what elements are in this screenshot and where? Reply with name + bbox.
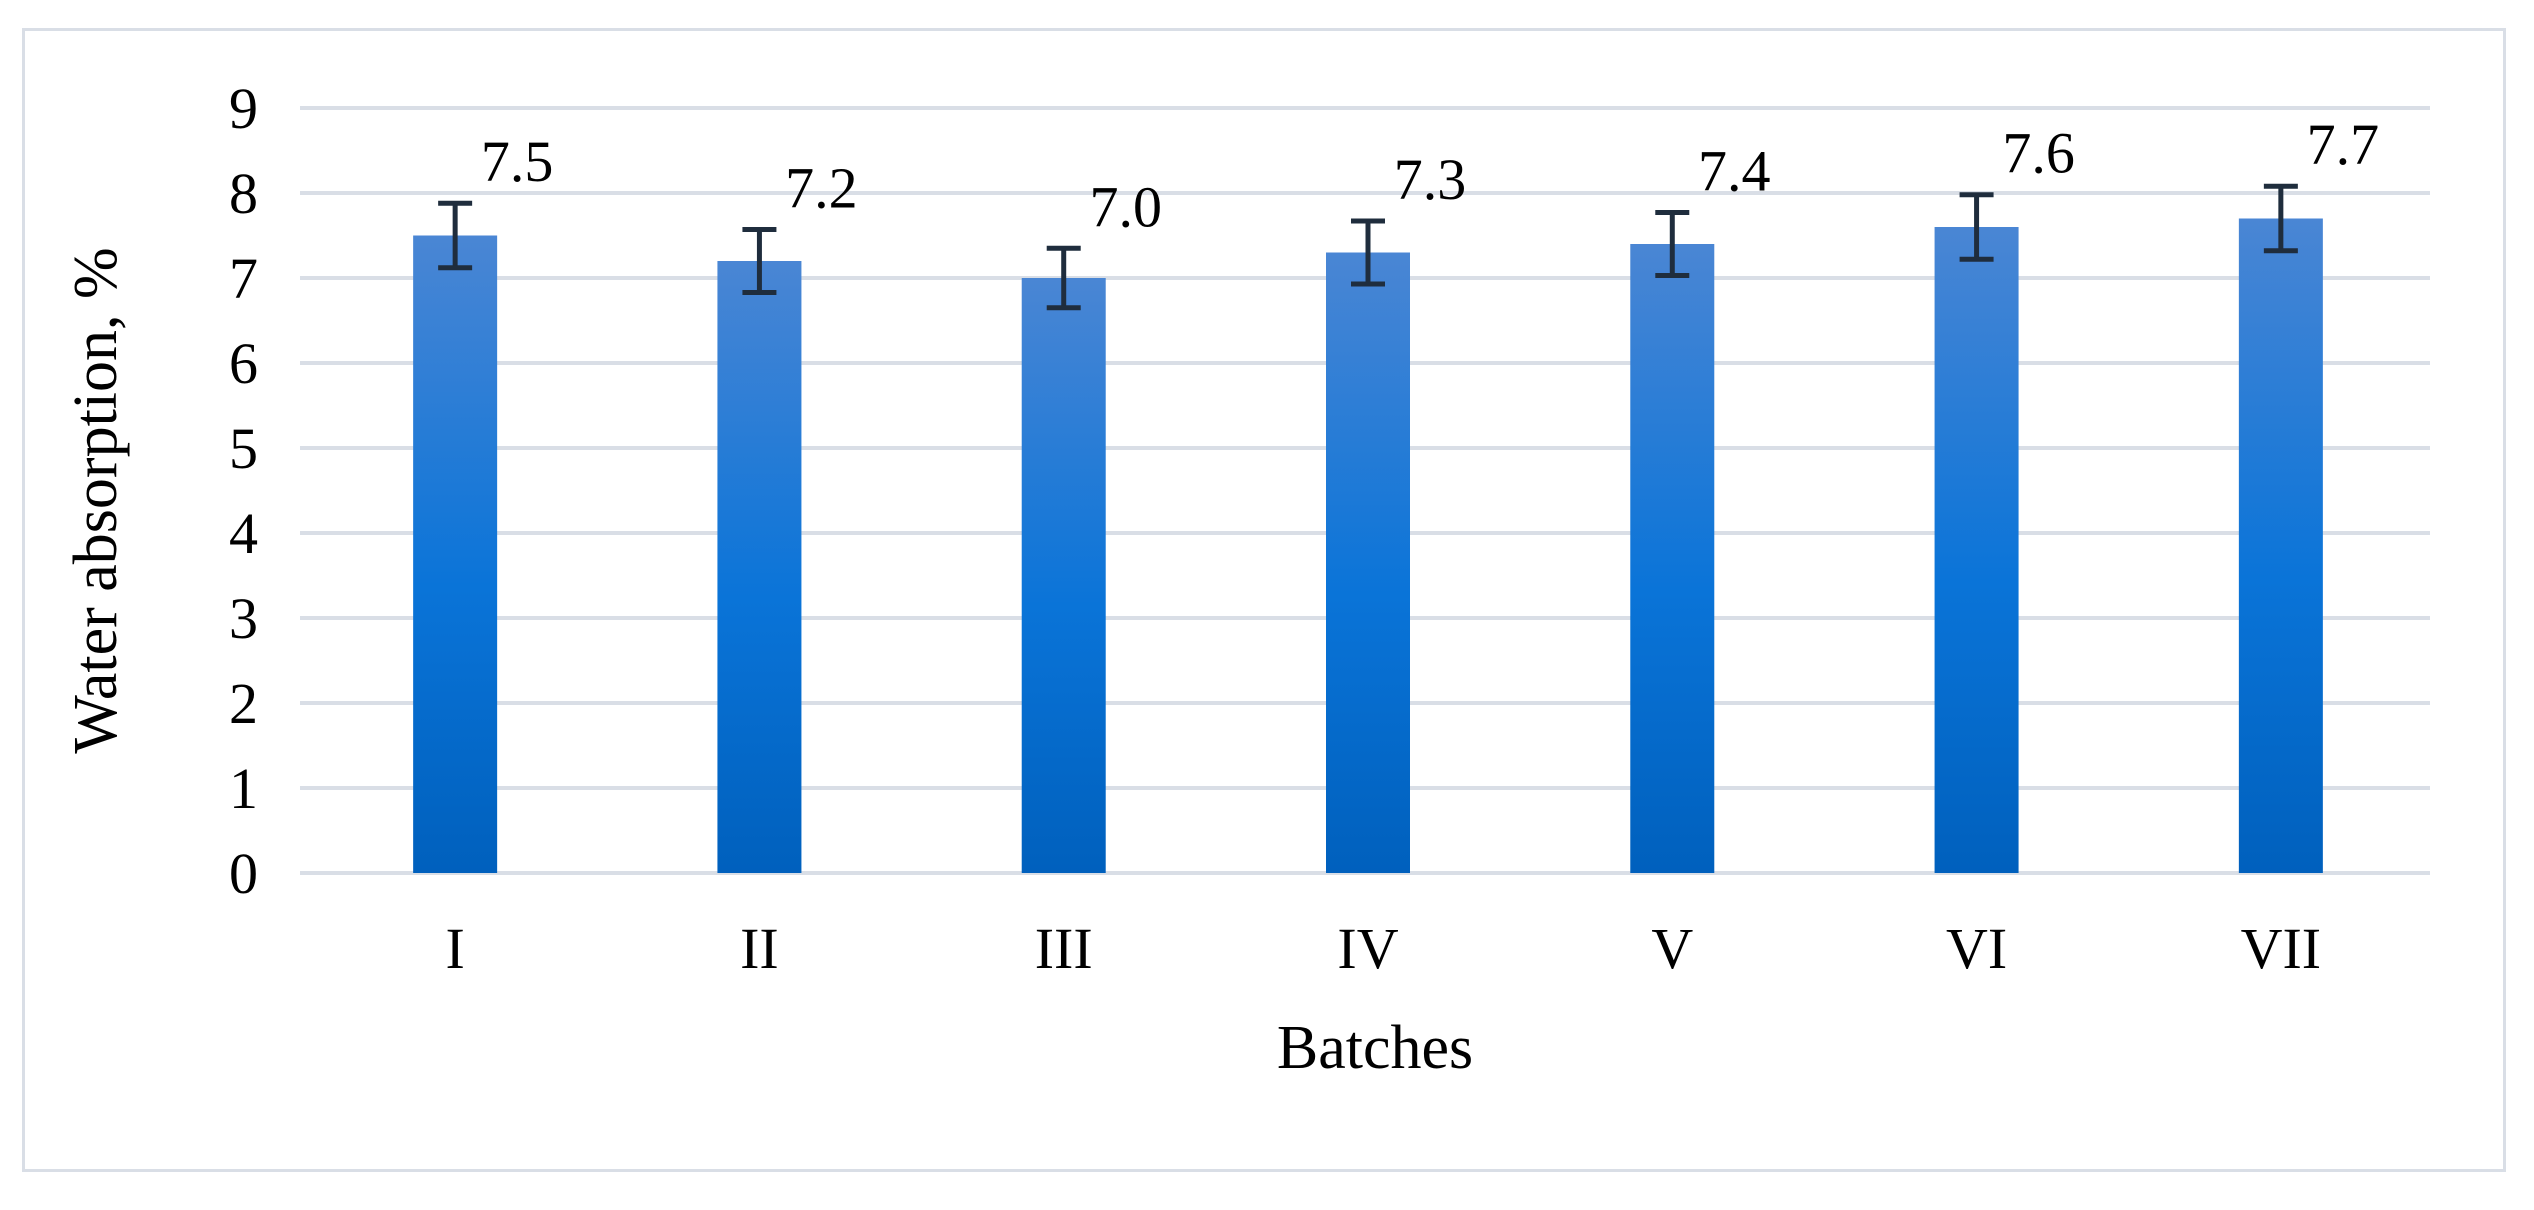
bar [717, 261, 802, 873]
error-bar [1959, 192, 1994, 262]
y-tick-label: 1 [229, 756, 258, 821]
data-label: 7.5 [481, 129, 554, 194]
data-label: 7.6 [2002, 121, 2075, 186]
y-tick-label: 5 [229, 416, 258, 481]
error-bar [1351, 218, 1385, 287]
x-tick-label: II [740, 916, 779, 981]
data-label: 7.2 [785, 156, 858, 221]
y-tick-label: 4 [229, 501, 258, 566]
bar [1630, 244, 1715, 873]
gridlines [300, 106, 2430, 875]
x-tick-label: IV [1337, 916, 1398, 981]
x-axis-ticks: I II III IV V VI VII [445, 916, 2321, 981]
y-tick-label: 3 [229, 586, 258, 651]
error-bar [2263, 183, 2298, 254]
y-tick-label: 6 [229, 331, 258, 396]
x-tick-label: V [1651, 916, 1693, 981]
x-tick-label: VI [1946, 916, 2007, 981]
error-bar [438, 200, 473, 271]
x-tick-label: III [1035, 916, 1093, 981]
bar [2238, 218, 2323, 873]
error-bar [1046, 245, 1081, 311]
y-tick-label: 7 [229, 246, 258, 311]
bar [1934, 227, 2019, 873]
error-bar [742, 227, 777, 295]
bar [1326, 252, 1410, 873]
y-tick-label: 0 [229, 841, 258, 906]
data-labels: 7.5 7.2 7.0 7.3 7.4 7.6 7.7 [481, 112, 2379, 239]
error-bar [1655, 210, 1690, 278]
data-label: 7.3 [1394, 147, 1467, 212]
bars [413, 218, 2323, 873]
data-label: 7.4 [1698, 139, 1771, 204]
y-axis-ticks: 0 1 2 3 4 5 6 7 8 9 [229, 76, 258, 906]
bar [1021, 278, 1106, 873]
error-bars [438, 183, 2298, 311]
y-tick-label: 8 [229, 161, 258, 226]
y-tick-label: 9 [229, 76, 258, 141]
x-tick-label: I [445, 916, 464, 981]
x-tick-label: VII [2241, 916, 2322, 981]
data-label: 7.7 [2307, 112, 2380, 177]
bar [413, 235, 498, 873]
data-label: 7.0 [1089, 174, 1162, 239]
x-axis-title: Batches [1277, 1014, 1473, 1082]
y-axis-title: Water absorption, % [62, 247, 130, 753]
y-tick-label: 2 [229, 671, 258, 736]
